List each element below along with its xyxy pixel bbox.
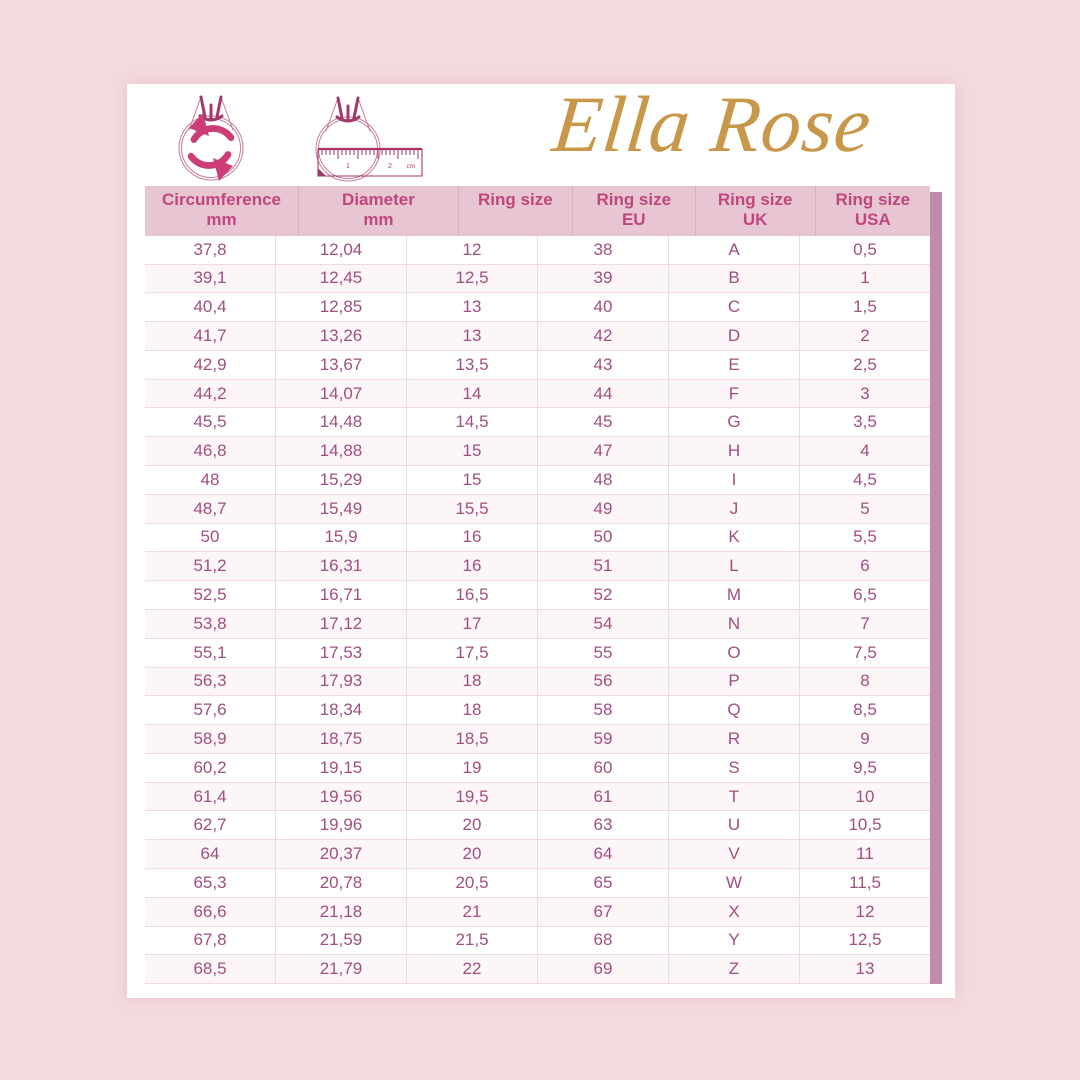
- svg-text:cm: cm: [407, 163, 416, 170]
- svg-text:1: 1: [346, 163, 350, 170]
- svg-text:2: 2: [388, 163, 392, 170]
